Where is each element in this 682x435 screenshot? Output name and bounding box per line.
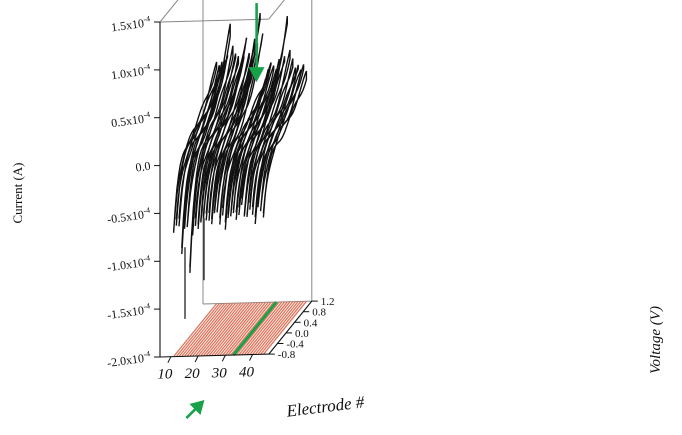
voltage-tick-label: 0.4 — [304, 317, 318, 329]
right-top-edge — [268, 0, 285, 20]
electrode-trace — [202, 37, 248, 219]
current-tick-label: -2.0x10-4 — [106, 349, 151, 370]
electrode-trace — [178, 61, 223, 227]
electrode-trace — [249, 58, 294, 210]
floor-line — [208, 302, 253, 357]
floor-line — [197, 302, 242, 357]
floor-line — [230, 301, 275, 356]
floor-line — [200, 302, 245, 357]
voltage-tick-label: -0.8 — [278, 349, 296, 361]
electrode-trace — [189, 45, 234, 273]
voltage-axis-line — [268, 300, 313, 355]
electrode-trace — [186, 23, 231, 228]
current-tick-label: -0.5x10-4 — [106, 206, 151, 227]
current-axis-label: Current (A) — [10, 162, 25, 223]
electrode-tick-label: 40 — [239, 365, 255, 381]
floor-line — [224, 301, 269, 356]
voltage-tick-label: 1.2 — [321, 296, 335, 308]
floor-line — [181, 302, 226, 357]
floor-line — [186, 302, 231, 357]
voltage-tick-label: 0.8 — [312, 307, 326, 319]
floor-line — [246, 301, 291, 356]
floor-line — [211, 302, 256, 357]
current-tick-label: 0.0 — [135, 159, 152, 175]
current-tick-label: 1.0x10-4 — [110, 62, 151, 82]
trace-series — [172, 12, 308, 319]
floor-line — [227, 301, 272, 356]
highlight-markers — [185, 3, 265, 420]
electrode-trace — [259, 64, 305, 212]
floor-line — [222, 301, 267, 356]
floor-line — [173, 303, 218, 358]
left-top-edge — [159, 0, 179, 23]
floor-line — [249, 301, 294, 356]
current-tick-label: -1.0x10-4 — [106, 253, 151, 274]
floor-line — [183, 302, 229, 357]
floor-line — [243, 301, 288, 356]
floor-line — [202, 302, 248, 357]
floor-line — [205, 302, 250, 357]
front-top-edge — [159, 18, 269, 23]
electrode-tick-mark — [249, 354, 253, 361]
electrode-axis-label: Electrode # — [284, 392, 365, 421]
floor-line — [238, 301, 283, 356]
electrode-axis-line — [159, 353, 269, 358]
electrode-trace — [243, 16, 288, 217]
floor-line — [254, 301, 299, 355]
current-tick-exponent: -4 — [143, 349, 151, 359]
top-arrow-head — [248, 67, 265, 83]
electrode-axis-ticks: 10 20 30 40 — [157, 354, 255, 383]
bottom-arrow-head — [189, 400, 205, 416]
axis-lines — [159, 22, 313, 358]
back-floor-edge — [202, 300, 312, 305]
floor-line — [192, 302, 237, 357]
chart-box — [159, 0, 313, 305]
electrode-trace — [219, 33, 264, 225]
electrode-tick-mark — [194, 355, 199, 363]
electrode-tick-mark — [167, 356, 172, 363]
highlighted-electrode-line — [232, 301, 278, 357]
current-tick-exponent: -4 — [143, 110, 151, 120]
current-axis-ticks: 1.5x10-4 1.0x10-4 0.5x10-4 0.0 -0.5x10-4 -1.0… — [106, 14, 160, 370]
electrode-trace — [262, 70, 308, 218]
floor-line — [251, 301, 297, 356]
floor-line — [175, 303, 220, 358]
floor-line — [260, 300, 305, 355]
floor-line — [241, 301, 286, 356]
electrode-trace — [175, 65, 220, 226]
current-tick-label: -1.5x10-4 — [106, 301, 151, 322]
voltage-axis-label: Voltage (V) — [648, 306, 664, 374]
floor-line — [219, 301, 264, 356]
current-tick-exponent: -4 — [143, 301, 151, 311]
voltage-axis-ticks: 1.20.80.40.0-0.4-0.8 — [268, 296, 335, 361]
floor-line — [178, 303, 223, 357]
floor-line — [194, 302, 239, 357]
floor-line — [189, 302, 234, 357]
electrode-tick-mark — [221, 355, 226, 362]
current-tick-exponent: -4 — [143, 206, 151, 216]
floor-line — [262, 300, 307, 355]
electrode-tick-label: 30 — [211, 365, 228, 381]
electrode-trace — [216, 12, 261, 213]
voltage-tick-label: 0.0 — [295, 328, 309, 340]
floor-line — [213, 302, 258, 357]
floor-line — [235, 301, 280, 356]
electrode-tick-label: 10 — [157, 367, 173, 383]
current-tick-exponent: -4 — [143, 253, 151, 263]
voltage-tick-label: -0.4 — [286, 339, 304, 351]
floor-line — [216, 302, 261, 356]
current-tick-label: 0.5x10-4 — [110, 110, 151, 130]
floor-line — [257, 300, 302, 355]
floor-grid — [173, 300, 307, 358]
current-tick-exponent: -4 — [143, 14, 151, 24]
electrode-tick-label: 20 — [185, 366, 201, 382]
current-tick-exponent: -4 — [143, 62, 151, 72]
current-tick-label: 1.5x10-4 — [110, 14, 151, 34]
